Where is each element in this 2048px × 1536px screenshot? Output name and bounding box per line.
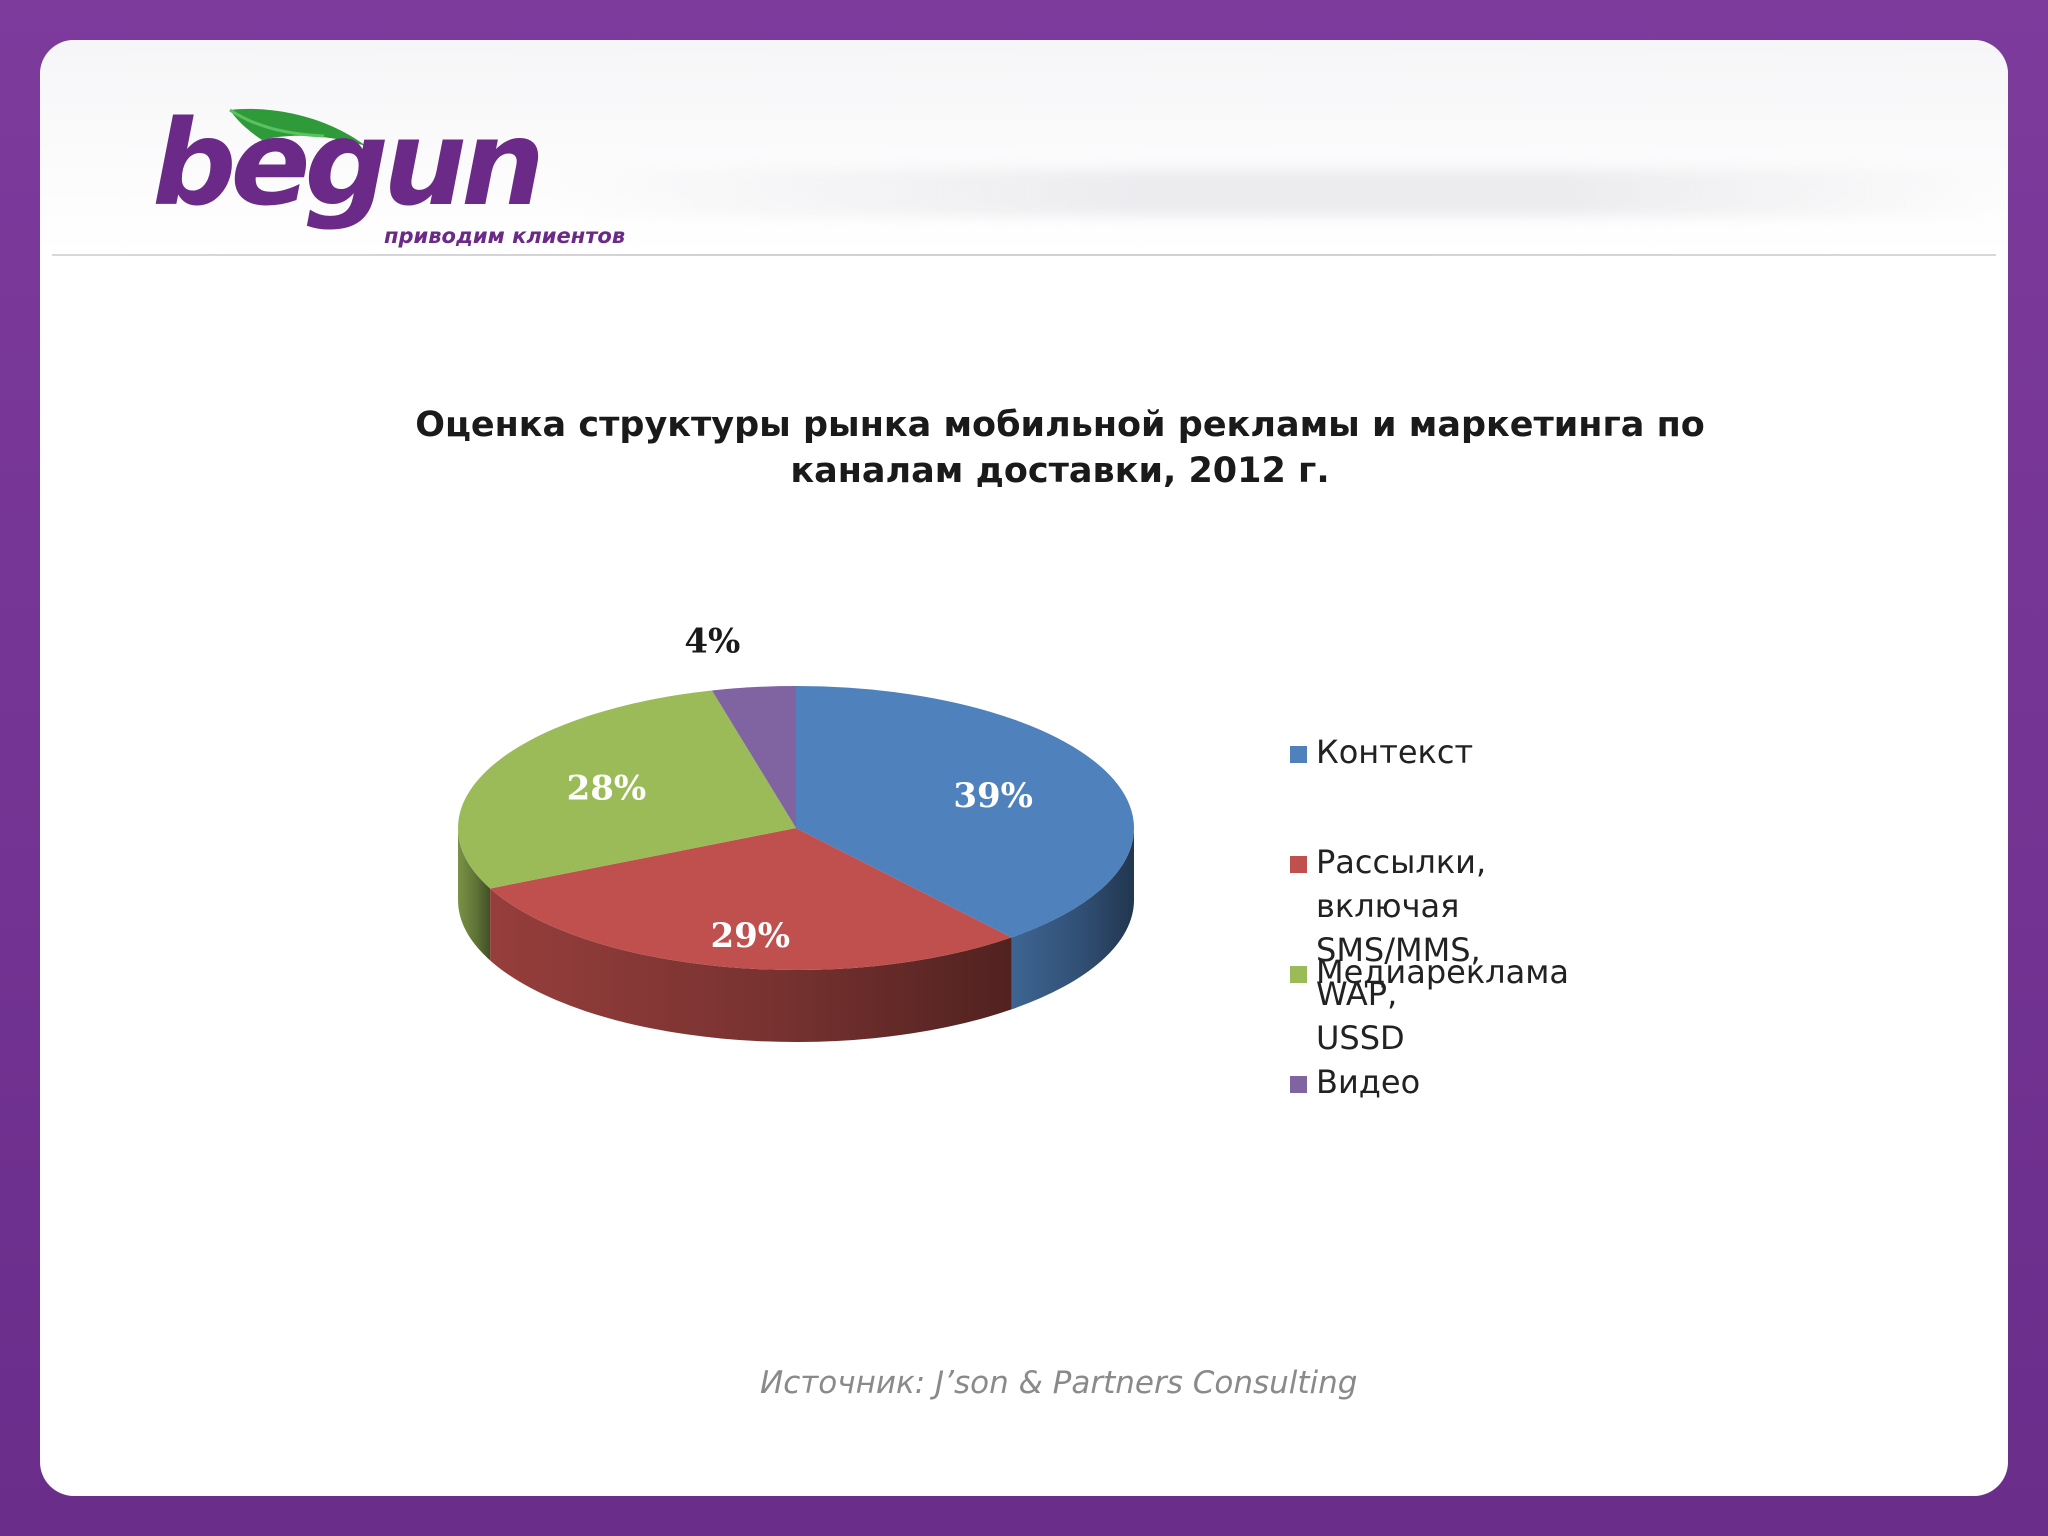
header-divider: [52, 254, 1996, 256]
legend-swatch: [1290, 966, 1307, 983]
pie-side-1: [490, 888, 1012, 1042]
logo-tagline: приводим клиентов: [384, 224, 626, 248]
slide-header: [40, 40, 2008, 254]
legend-swatch: [1290, 746, 1307, 763]
pie-data-label-2: 28%: [567, 769, 647, 809]
pie-slice-3: [711, 686, 796, 828]
legend-label: Видео: [1316, 1063, 1421, 1101]
slide-card: begun приводим клиентов Оценка структуры…: [40, 40, 2008, 1496]
pie-side-2: [458, 828, 491, 961]
chart-title-line-2: каналам доставки, 2012 г.: [790, 451, 1330, 491]
pie-slice-1: [490, 828, 1012, 970]
pie-data-label-1: 29%: [710, 916, 790, 956]
header-decor-band: [560, 170, 2000, 216]
pie-slice-0: [796, 686, 1134, 938]
legend-label: Рассылки, включая SMS/MMS, WAP, USSD: [1316, 843, 1487, 1057]
legend-swatch: [1290, 1076, 1307, 1093]
pie-side-0: [1011, 828, 1134, 1010]
chart-title: Оценка структуры рынка мобильной рекламы…: [340, 402, 1780, 494]
pie-data-label-3: 4%: [684, 621, 740, 661]
leaf-icon: [229, 108, 366, 146]
logo-wordmark: begun: [152, 94, 545, 232]
pie-data-label-0: 39%: [953, 776, 1033, 816]
legend-swatch: [1290, 856, 1307, 873]
pie-slice-2: [457, 690, 796, 889]
source-note: Источник: J’son & Partners Consulting: [760, 1365, 1358, 1401]
chart-title-line-1: Оценка структуры рынка мобильной рекламы…: [415, 405, 1705, 445]
begun-logo: begun приводим клиентов: [152, 66, 672, 256]
pie-chart: 39% 29% 28% 4%: [457, 621, 1134, 1042]
legend-label: Медиареклама: [1316, 953, 1569, 991]
legend-label: Контекст: [1316, 733, 1474, 771]
